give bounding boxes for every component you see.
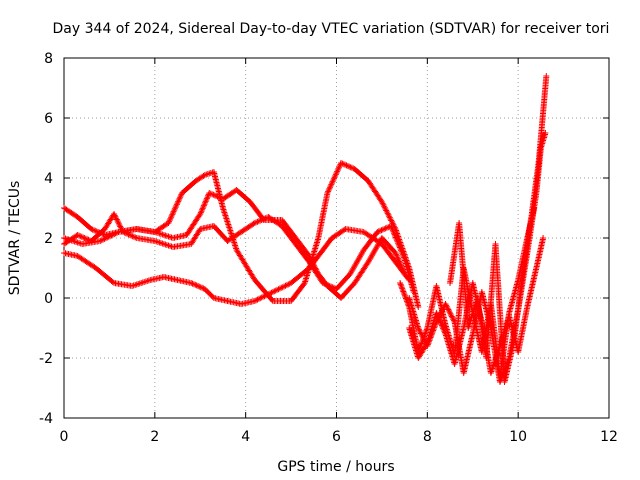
series-markers xyxy=(61,211,417,295)
x-tick-label: 2 xyxy=(150,429,159,445)
x-tick-label: 12 xyxy=(600,429,618,445)
series-track-d xyxy=(61,211,417,295)
y-tick-label: 8 xyxy=(44,51,53,67)
series-layer xyxy=(61,73,550,385)
series-markers xyxy=(397,205,538,379)
y-tick-label: 0 xyxy=(44,291,53,307)
axis-layer: 0 2 4 6 8 10 12 -4 -2 0 2 4 6 8 xyxy=(39,51,618,445)
y-axis-label: SDTVAR / TECUs xyxy=(7,181,23,296)
x-tick-label: 10 xyxy=(509,429,527,445)
y-tick-label: -4 xyxy=(39,411,53,427)
y-tick-label: -2 xyxy=(39,351,53,367)
chart-title: Day 344 of 2024, Sidereal Day-to-day VTE… xyxy=(53,21,610,37)
series-markers xyxy=(406,130,549,385)
x-tick-label: 0 xyxy=(60,429,69,445)
series-markers xyxy=(61,160,422,310)
y-tick-label: 2 xyxy=(44,231,53,247)
grid-layer xyxy=(64,58,609,418)
x-axis-label: GPS time / hours xyxy=(277,459,394,475)
x-tick-label: 8 xyxy=(423,429,432,445)
series-track-c xyxy=(61,160,422,310)
series-track-h xyxy=(397,205,538,379)
y-tick-label: 6 xyxy=(44,111,53,127)
series-track-f xyxy=(406,130,549,385)
x-tick-label: 6 xyxy=(332,429,341,445)
x-tick-label: 4 xyxy=(241,429,250,445)
y-tick-label: 4 xyxy=(44,171,53,187)
